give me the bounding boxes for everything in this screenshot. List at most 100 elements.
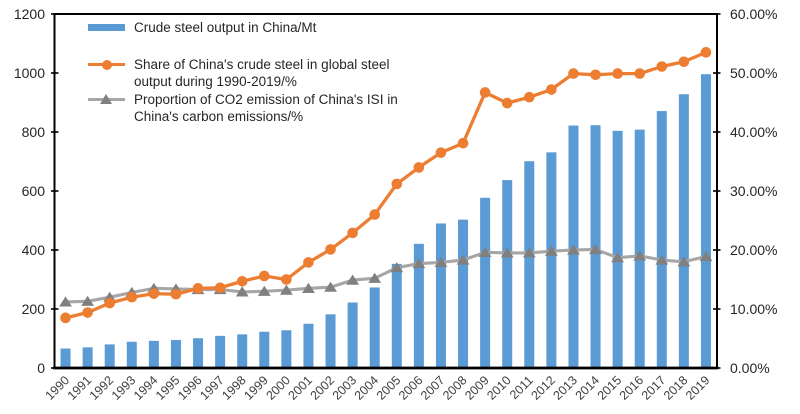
chart-legend: Crude steel output in China/Mt Share of …	[88, 19, 448, 125]
x-axis-label-1993: 1993	[109, 373, 139, 403]
share-point-2019	[700, 47, 712, 58]
x-axis-label-2002: 2002	[308, 373, 338, 403]
co2-point-2007	[434, 256, 448, 267]
right-axis-tick-label: 60.00%	[730, 6, 777, 22]
co2-point-1999	[257, 285, 271, 296]
share-point-2000	[281, 274, 292, 285]
bar-1993	[126, 341, 137, 369]
share-point-1998	[236, 275, 248, 287]
right-axis-tick-label: 50.00%	[730, 65, 777, 81]
bar-2016	[634, 129, 645, 369]
share-point-2005	[391, 178, 403, 190]
x-axis-label-2015: 2015	[595, 373, 625, 403]
bar-1996	[193, 338, 204, 369]
bar-2017	[656, 111, 667, 370]
right-axis-tick-label: 30.00%	[730, 183, 777, 199]
x-axis-label-1994: 1994	[131, 373, 161, 403]
left-axis-tick-label: 400	[22, 242, 46, 258]
bar-1992	[104, 344, 115, 369]
bar-2009	[480, 197, 491, 369]
x-axis-label-2012: 2012	[528, 373, 558, 403]
bar-1997	[215, 335, 226, 369]
co2-point-2001	[302, 282, 315, 293]
bar-2018	[678, 94, 689, 370]
bar-2007	[435, 223, 446, 369]
share-point-2013	[568, 68, 579, 79]
x-axis-label-2005: 2005	[374, 373, 404, 403]
share-point-1991	[82, 307, 93, 318]
bar-2008	[458, 219, 469, 369]
bar-2000	[281, 330, 292, 369]
legend-label-global-share: Share of China's crude steel in global s…	[134, 56, 389, 90]
x-axis-label-2019: 2019	[683, 373, 713, 403]
legend-item-global-share: Share of China's crude steel in global s…	[88, 56, 448, 90]
co2-point-2004	[368, 272, 382, 283]
bar-2019	[700, 74, 711, 370]
share-point-2014	[590, 69, 601, 81]
bar-1990	[60, 348, 71, 369]
bar-1999	[259, 331, 270, 369]
bar-1994	[148, 340, 159, 369]
share-point-1990	[60, 312, 71, 324]
share-point-1992	[104, 297, 116, 309]
legend-line: Crude steel output in China/Mt	[134, 20, 317, 35]
co2-point-2008	[456, 254, 470, 265]
bar-2012	[546, 152, 557, 369]
legend-line: Proportion of CO2 emission of China's IS…	[134, 92, 398, 107]
share-point-1994	[148, 288, 160, 299]
x-axis-label-2003: 2003	[330, 373, 360, 403]
co2-point-1991	[81, 295, 95, 306]
legend-label-co2-proportion: Proportion of CO2 emission of China's IS…	[134, 91, 398, 125]
right-axis-tick-label: 40.00%	[730, 124, 777, 140]
share-point-2011	[523, 91, 535, 103]
co2-point-2011	[522, 247, 536, 258]
co2-point-2013	[567, 244, 580, 255]
bar-2006	[413, 243, 424, 369]
share-point-1993	[126, 291, 138, 303]
share-point-2003	[347, 227, 358, 239]
bar-2015	[612, 130, 623, 369]
x-axis-label-2000: 2000	[263, 373, 293, 403]
share-point-2018	[678, 56, 690, 68]
share-point-2004	[369, 209, 381, 220]
bar-2010	[502, 180, 513, 369]
left-axis-tick-label: 1000	[14, 65, 45, 81]
x-axis-label-2013: 2013	[551, 373, 581, 403]
co2-point-2017	[655, 254, 669, 265]
share-point-1995	[170, 288, 182, 300]
x-axis-label-2010: 2010	[484, 373, 514, 403]
bar-2005	[391, 263, 402, 369]
x-axis-label-2008: 2008	[440, 373, 470, 403]
left-axis-tick-label: 600	[22, 183, 46, 199]
left-axis-tick-label: 800	[22, 124, 46, 140]
x-axis-label-1992: 1992	[87, 373, 117, 403]
legend-label-crude-steel-output: Crude steel output in China/Mt	[134, 19, 316, 36]
share-point-2017	[656, 61, 668, 72]
co2-point-2005	[390, 262, 404, 273]
x-axis-label-1996: 1996	[175, 373, 205, 403]
share-point-1996	[192, 283, 204, 294]
co2-point-1998	[235, 286, 249, 297]
co2-point-1990	[59, 296, 72, 307]
bar-2003	[347, 302, 358, 369]
bar-2001	[303, 323, 314, 369]
share-point-2008	[457, 137, 469, 149]
bar-2004	[369, 287, 380, 369]
left-axis-tick-label: 1200	[14, 6, 45, 22]
left-axis-tick-label: 200	[22, 301, 46, 317]
right-axis-tick-label: 10.00%	[730, 301, 777, 317]
x-axis-label-2017: 2017	[639, 373, 669, 403]
co2-point-2010	[500, 247, 514, 258]
x-axis-label-2001: 2001	[286, 373, 316, 403]
co2-point-2006	[412, 257, 426, 269]
co2-point-2003	[346, 274, 360, 285]
share-point-2009	[479, 87, 491, 98]
share-point-2002	[325, 244, 336, 255]
x-axis-label-1997: 1997	[197, 373, 227, 403]
x-axis-label-1991: 1991	[65, 373, 95, 403]
co2-point-2019	[699, 250, 713, 262]
legend-line: Share of China's crude steel in global s…	[134, 57, 390, 72]
triangle-line-swatch-icon	[88, 91, 125, 108]
legend-line: output during 1990-2019/%	[134, 74, 297, 89]
co2-point-2009	[478, 246, 492, 257]
